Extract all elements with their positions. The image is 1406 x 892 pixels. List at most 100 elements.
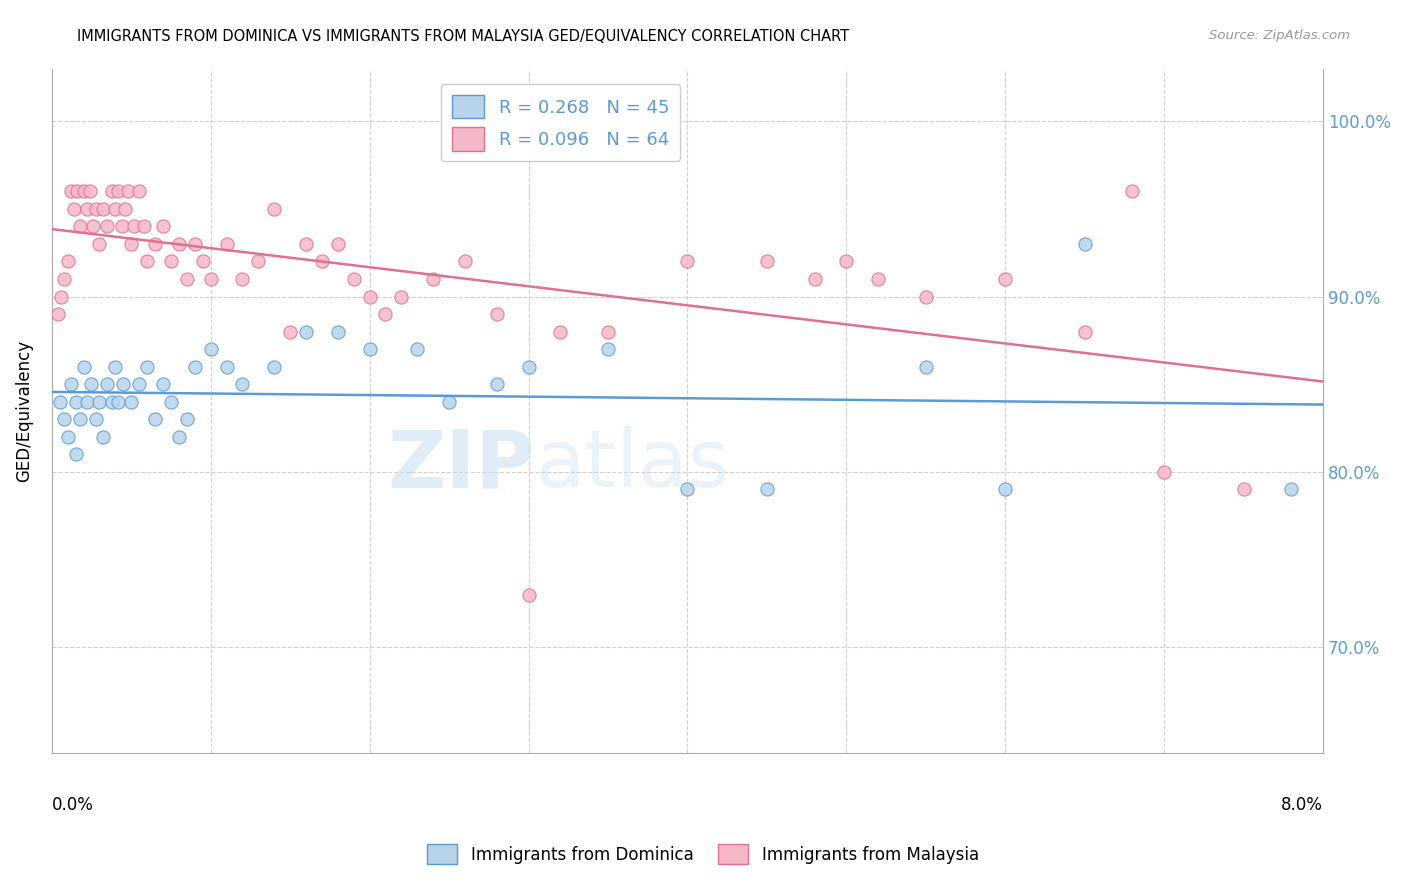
Point (89, 394, 111, 409)
Point (359, 342, 381, 356)
Text: 8.0%: 8.0% (1281, 797, 1323, 814)
Point (128, 377, 150, 392)
Point (550, 325, 572, 339)
Point (56, 430, 79, 444)
Point (114, 202, 136, 216)
Point (96, 377, 118, 392)
Text: 0.0%: 0.0% (52, 797, 94, 814)
Point (66, 184, 89, 198)
Legend: R = 0.268   N = 45, R = 0.096   N = 64: R = 0.268 N = 45, R = 0.096 N = 64 (440, 85, 681, 161)
Text: Source: ZipAtlas.com: Source: ZipAtlas.com (1209, 29, 1350, 42)
Point (80, 377, 103, 392)
Point (91, 430, 114, 444)
Point (231, 272, 253, 286)
Point (1074, 325, 1097, 339)
Point (128, 184, 150, 198)
Point (596, 342, 619, 356)
Point (101, 394, 124, 409)
Point (117, 184, 139, 198)
Point (48, 394, 70, 409)
Point (132, 219, 155, 234)
Point (676, 254, 699, 268)
Point (485, 307, 508, 321)
Point (152, 219, 174, 234)
Point (63, 202, 86, 216)
Point (111, 219, 134, 234)
Point (755, 254, 778, 268)
Point (485, 377, 508, 392)
Point (1153, 465, 1175, 479)
Legend: Immigrants from Dominica, Immigrants from Malaysia: Immigrants from Dominica, Immigrants fro… (420, 838, 986, 871)
Point (994, 483, 1017, 497)
Point (343, 272, 366, 286)
Point (82, 219, 104, 234)
Point (176, 272, 198, 286)
Point (326, 325, 349, 339)
Point (59, 184, 82, 198)
Point (65, 447, 87, 461)
Point (143, 412, 166, 426)
Point (755, 483, 778, 497)
Point (263, 202, 285, 216)
Point (374, 307, 396, 321)
Point (53, 412, 76, 426)
Point (104, 359, 127, 374)
Point (389, 289, 412, 303)
Point (124, 219, 146, 234)
Point (1121, 184, 1143, 198)
Point (406, 342, 429, 356)
Point (200, 342, 222, 356)
Point (176, 412, 198, 426)
Point (46, 307, 69, 321)
Point (994, 272, 1017, 286)
Point (76, 202, 98, 216)
Point (422, 272, 444, 286)
Point (101, 184, 124, 198)
Point (59, 377, 82, 392)
Point (69, 412, 91, 426)
Point (167, 430, 190, 444)
Text: atlas: atlas (534, 426, 730, 504)
Point (136, 254, 159, 268)
Point (65, 394, 87, 409)
Point (676, 483, 699, 497)
Point (160, 254, 183, 268)
Point (136, 359, 159, 374)
Point (184, 359, 207, 374)
Point (84, 202, 107, 216)
Point (914, 359, 936, 374)
Point (120, 236, 142, 251)
Point (278, 325, 301, 339)
Point (295, 236, 318, 251)
Point (107, 184, 129, 198)
Point (868, 272, 890, 286)
Point (835, 254, 858, 268)
Point (596, 325, 619, 339)
Point (76, 394, 98, 409)
Text: IMMIGRANTS FROM DOMINICA VS IMMIGRANTS FROM MALAYSIA GED/EQUIVALENCY CORRELATION: IMMIGRANTS FROM DOMINICA VS IMMIGRANTS F… (77, 29, 849, 44)
Point (295, 325, 318, 339)
Point (56, 254, 79, 268)
Point (89, 236, 111, 251)
Point (107, 394, 129, 409)
Point (72, 359, 94, 374)
Text: ZIP: ZIP (388, 426, 534, 504)
Point (454, 254, 477, 268)
Point (69, 219, 91, 234)
Point (51, 289, 73, 303)
Point (79, 184, 101, 198)
Point (84, 412, 107, 426)
Point (72, 184, 94, 198)
Point (112, 377, 135, 392)
Point (152, 377, 174, 392)
Point (184, 236, 207, 251)
Point (1279, 483, 1302, 497)
Point (1233, 483, 1256, 497)
Point (215, 236, 238, 251)
Point (359, 289, 381, 303)
Point (517, 359, 540, 374)
Point (803, 272, 825, 286)
Point (104, 202, 127, 216)
Point (231, 377, 253, 392)
Point (167, 236, 190, 251)
